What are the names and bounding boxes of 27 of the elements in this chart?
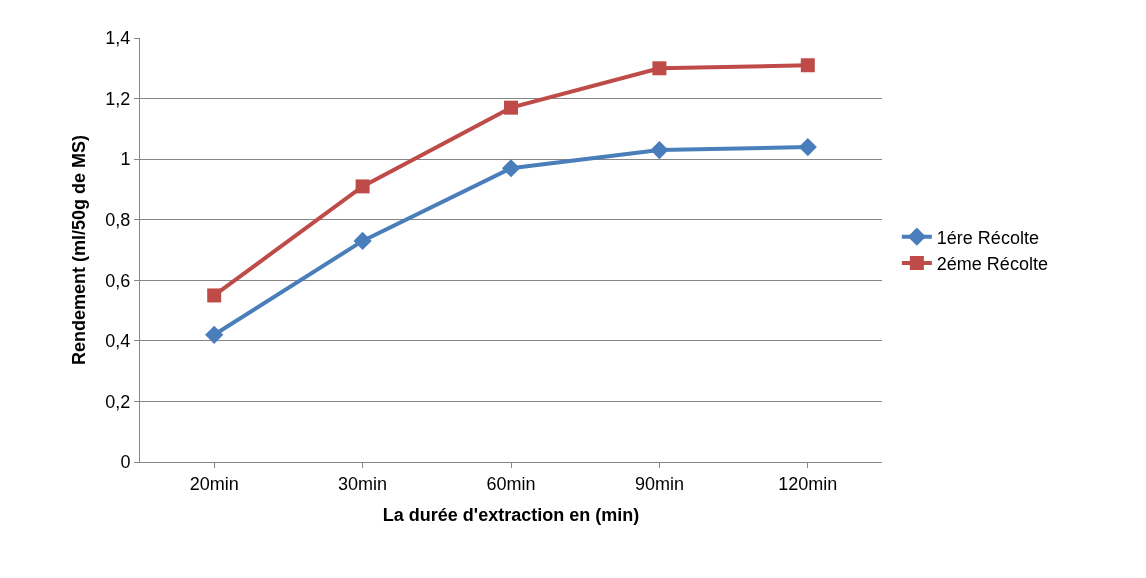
point (798, 137, 817, 157)
point (205, 325, 224, 344)
x-tick-label: 20min (189, 473, 239, 494)
y-tick-label: 1,2 (105, 88, 131, 109)
x-tick-label: 60min (486, 473, 536, 494)
point (501, 159, 521, 178)
y-tick-label: 0,8 (105, 210, 131, 231)
point (652, 61, 667, 76)
point (650, 140, 669, 160)
y-tick-label: 1 (120, 149, 131, 170)
x-tick-label: 90min (634, 473, 684, 494)
point (207, 288, 222, 303)
legend-label: 1ére Récolte (936, 227, 1039, 248)
legend-label: 2éme Récolte (936, 254, 1048, 275)
y-tick-label: 0,4 (105, 331, 131, 352)
y-tick-label: 1,4 (105, 28, 131, 49)
point (800, 58, 815, 73)
x-tick-label: 30min (338, 473, 388, 494)
point (355, 179, 370, 194)
x-axis-title: La durée d'extraction en (min) (382, 504, 640, 525)
y-tick-label: 0 (120, 452, 131, 473)
y-axis-title: Rendement (ml/50g de MS) (68, 134, 89, 366)
point (353, 231, 372, 251)
y-tick-label: 0,2 (105, 391, 131, 412)
point (504, 100, 518, 115)
y-tick-label: 0,6 (105, 270, 131, 291)
x-tick-label: 120min (778, 473, 838, 494)
